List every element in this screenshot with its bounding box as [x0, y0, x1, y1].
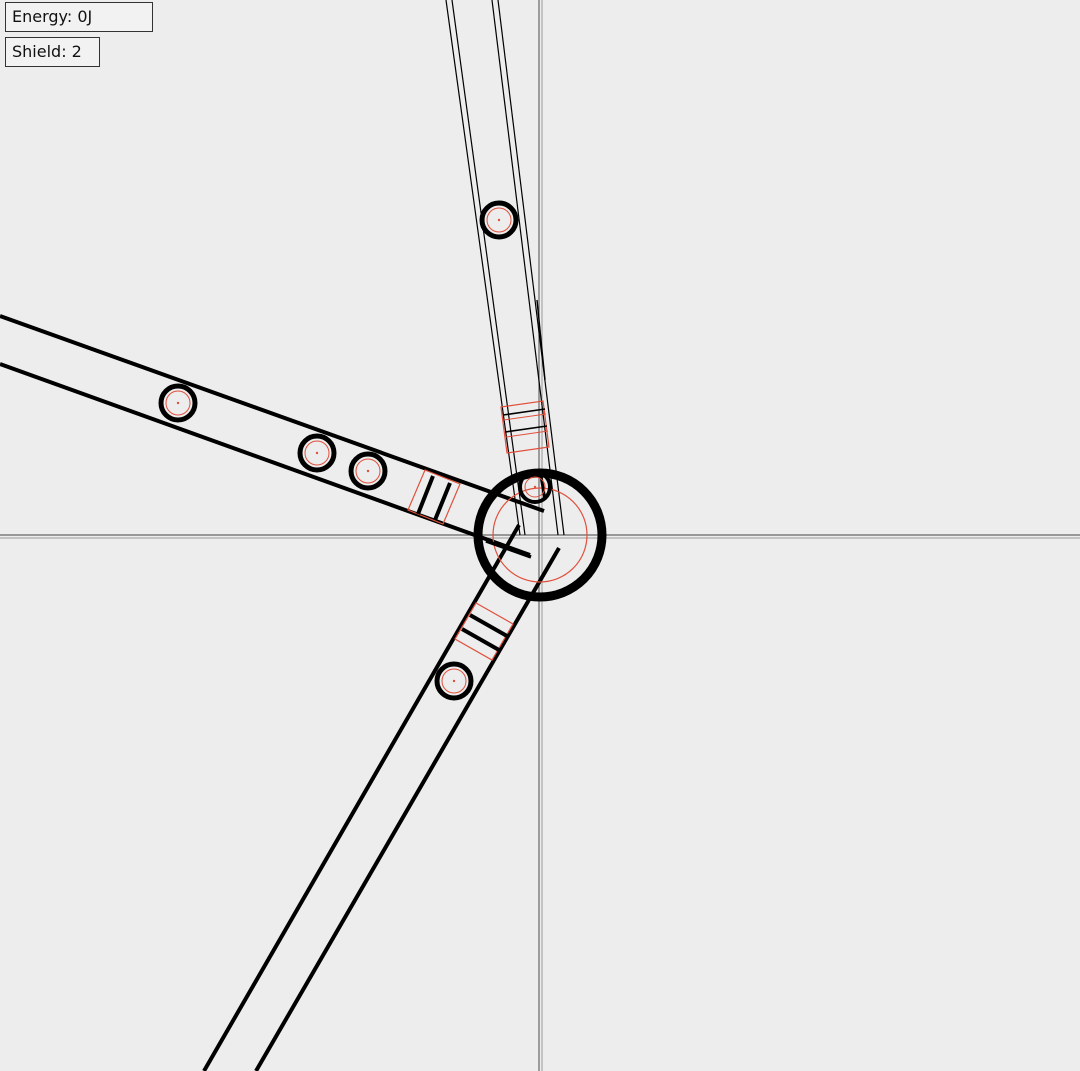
- enemy-orb[interactable]: [518, 470, 552, 504]
- lane-north-center-mark: [536, 299, 546, 381]
- enemy-orb[interactable]: [479, 200, 519, 240]
- enemy-orb[interactable]: [348, 451, 388, 491]
- lane-southwest-edge-left: [202, 524, 521, 1071]
- player-core-inner-ring: [492, 487, 588, 583]
- lane-west-edge-top: [0, 314, 545, 513]
- enemy-orb[interactable]: [297, 433, 337, 473]
- lane-north-rail-inner-right: [491, 0, 559, 536]
- lane-north: [445, 0, 565, 536]
- lane-north-gate: [500, 400, 550, 454]
- player-core-barrel-west: [485, 539, 532, 559]
- enemy-orb[interactable]: [434, 661, 474, 701]
- enemy-orb[interactable]: [158, 383, 198, 423]
- lane-north-rail-outer-left: [445, 0, 521, 536]
- lane-north-rail-inner-left: [451, 0, 526, 536]
- lane-west: [0, 314, 545, 557]
- lane-north-rail-outer-right: [497, 0, 565, 536]
- lane-west-gate: [407, 469, 461, 525]
- lane-southwest-gate: [454, 602, 514, 661]
- lane-southwest-edge-right: [254, 546, 561, 1071]
- enemies: [158, 200, 552, 701]
- lane-southwest: [202, 524, 561, 1071]
- energy-readout: Energy: 0J: [5, 2, 153, 32]
- lane-west-edge-bottom: [0, 362, 531, 557]
- shield-readout: Shield: 2: [5, 37, 100, 67]
